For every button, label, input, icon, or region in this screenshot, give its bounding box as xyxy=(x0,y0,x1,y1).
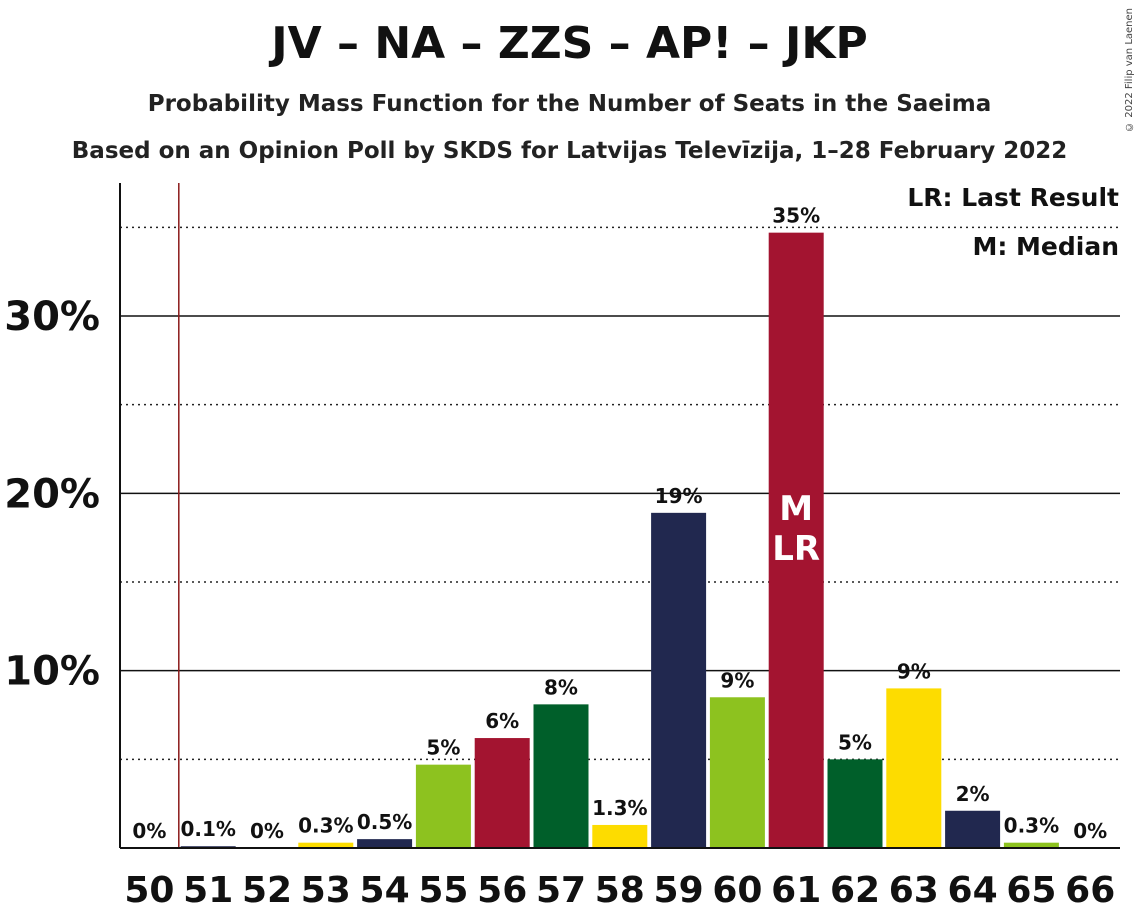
x-tick-label: 62 xyxy=(830,870,880,911)
chart-title: JV – NA – ZZS – AP! – JKP xyxy=(271,18,868,69)
x-tick-label: 54 xyxy=(360,870,410,911)
x-tick-label: 56 xyxy=(477,870,527,911)
bar-seat-57 xyxy=(533,704,589,848)
x-tick-label: 53 xyxy=(301,870,351,911)
data-label: 9% xyxy=(720,668,754,692)
data-label: 1.3% xyxy=(592,796,647,820)
x-tick-label: 57 xyxy=(536,870,586,911)
x-tick-label: 58 xyxy=(595,870,645,911)
bar-seat-65 xyxy=(1003,842,1059,848)
x-tick-label: 60 xyxy=(712,870,762,911)
y-tick-label: 20% xyxy=(4,471,100,517)
data-label: 9% xyxy=(897,659,931,683)
x-tick-label: 66 xyxy=(1065,870,1115,911)
data-label: 6% xyxy=(485,709,519,733)
x-tick-label: 50 xyxy=(124,870,174,911)
legend-last-result: LR: Last Result xyxy=(907,183,1119,212)
x-tick-label: 65 xyxy=(1006,870,1056,911)
data-label: 0% xyxy=(1073,819,1107,843)
bar-seat-55 xyxy=(415,764,471,848)
data-label: 0.3% xyxy=(1004,814,1059,838)
chart-subtitle: Probability Mass Function for the Number… xyxy=(147,91,992,117)
x-tick-label: 63 xyxy=(889,870,939,911)
x-tick-label: 55 xyxy=(418,870,468,911)
chart-subtitle-source: Based on an Opinion Poll by SKDS for Lat… xyxy=(71,138,1068,164)
bar-seat-62 xyxy=(827,759,883,848)
data-label: 5% xyxy=(426,736,460,760)
x-tick-label: 59 xyxy=(654,870,704,911)
last-result-marker: LR xyxy=(772,529,820,569)
median-marker: M xyxy=(779,489,813,529)
bar-seat-63 xyxy=(886,688,942,848)
bar-seat-56 xyxy=(474,738,530,848)
x-tick-label: 64 xyxy=(948,870,998,911)
data-label: 0.1% xyxy=(180,817,235,841)
y-tick-label: 10% xyxy=(4,649,100,695)
data-label: 35% xyxy=(772,204,820,228)
bar-seat-61 xyxy=(768,232,824,849)
data-label: 0.3% xyxy=(298,814,353,838)
data-label: 2% xyxy=(956,782,990,806)
x-tick-label: 52 xyxy=(242,870,292,911)
bar-seat-60 xyxy=(709,697,765,848)
bar-seat-64 xyxy=(945,810,1001,848)
bar-seat-59 xyxy=(651,512,707,848)
data-label: 0.5% xyxy=(357,810,412,834)
data-label: 0% xyxy=(250,819,284,843)
x-tick-label: 51 xyxy=(183,870,233,911)
legend-median: M: Median xyxy=(972,232,1119,261)
y-tick-label: 30% xyxy=(4,294,100,340)
data-label: 5% xyxy=(838,730,872,754)
bar-seat-58 xyxy=(592,824,648,848)
bar-seat-53 xyxy=(298,842,354,848)
data-label: 0% xyxy=(132,819,166,843)
x-tick-label: 61 xyxy=(771,870,821,911)
data-label: 8% xyxy=(544,675,578,699)
bar-seat-54 xyxy=(357,839,413,848)
data-label: 19% xyxy=(655,484,703,508)
